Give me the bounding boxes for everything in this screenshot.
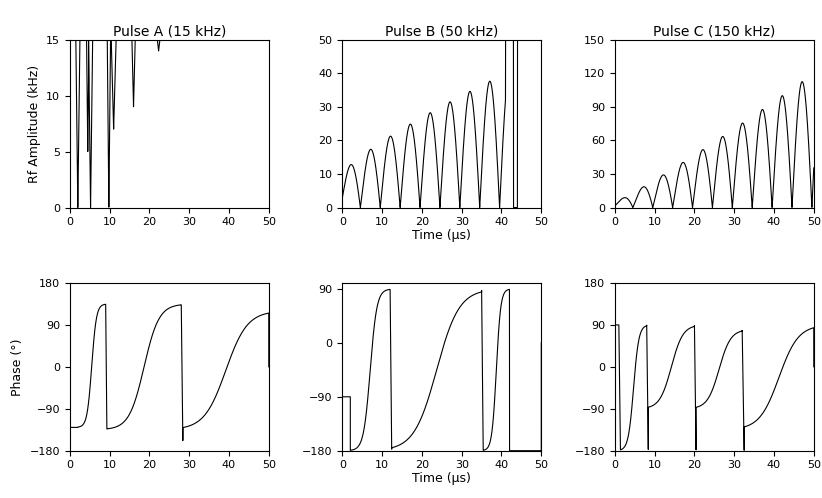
Y-axis label: Rf Amplitude (kHz): Rf Amplitude (kHz) bbox=[28, 65, 40, 183]
Title: Pulse A (15 kHz): Pulse A (15 kHz) bbox=[113, 25, 226, 39]
X-axis label: Time (μs): Time (μs) bbox=[413, 229, 471, 242]
Title: Pulse B (50 kHz): Pulse B (50 kHz) bbox=[386, 25, 498, 39]
Title: Pulse C (150 kHz): Pulse C (150 kHz) bbox=[653, 25, 775, 39]
Y-axis label: Phase (°): Phase (°) bbox=[11, 338, 24, 395]
X-axis label: Time (μs): Time (μs) bbox=[413, 472, 471, 485]
